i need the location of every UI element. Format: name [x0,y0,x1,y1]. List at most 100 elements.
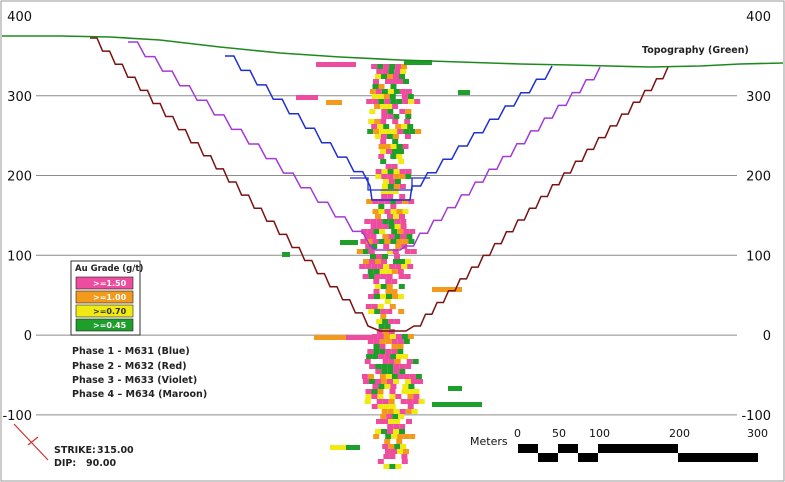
assay-block [408,384,415,389]
assay-block [394,179,401,184]
assay-block [394,254,400,259]
assay-block [396,199,403,204]
assay-block [390,84,397,89]
assay-block [458,90,470,95]
assay-block [389,404,396,409]
scale-segment-3 [558,444,578,453]
assay-block [396,354,403,359]
assay-block [396,144,403,149]
assay-block [398,414,405,419]
assay-block [373,279,380,284]
assay-block [388,359,395,364]
assay-block [418,399,425,404]
scale-tick-300: 300 [747,427,768,440]
assay-block [388,179,395,184]
assay-block [409,434,416,439]
assay-block [367,129,374,134]
assay-block [393,424,400,429]
assay-block [387,184,394,189]
assay-block [394,359,401,364]
assay-block [402,384,409,389]
assay-block [386,149,392,154]
assay-block [377,264,384,269]
assay-block [378,199,385,204]
assay-block [393,259,399,264]
assay-block [397,269,404,274]
assay-block [393,429,399,434]
assay-block [385,129,392,134]
assay-block [390,144,397,149]
assay-block [389,394,396,399]
assay-block [400,224,407,229]
assay-block [392,189,399,194]
assay-block [378,144,385,149]
assay-block [406,359,413,364]
assay-block [401,94,408,99]
assay-block [361,374,368,379]
assay-block [375,429,381,434]
assay-block [326,100,342,105]
assay-block [403,79,409,84]
assay-block [402,239,409,244]
assay-block [405,364,412,369]
assay-block [364,219,371,224]
assay-block [377,394,384,399]
assay-block [409,229,416,234]
assay-block [403,229,410,234]
assay-block [391,289,398,294]
assay-block [385,374,392,379]
assay-block [377,389,384,394]
assay-block [382,399,389,404]
y-tick-right-300: 300 [746,90,771,105]
assay-block [388,219,395,224]
assay-block [376,319,383,324]
assay-block [378,324,385,329]
assay-block [381,194,388,199]
assay-block [391,344,398,349]
assay-block [375,174,382,179]
assay-block [373,269,380,274]
assay-block [371,334,378,339]
assay-block [387,424,394,429]
assay-block [383,244,390,249]
assay-block [402,99,409,104]
assay-block [388,444,395,449]
scale-tick-100: 100 [589,427,610,440]
assay-block [377,64,384,69]
phase-1-label: Phase 1 - M631 (Blue) [72,346,190,357]
assay-block [399,429,405,434]
assay-block [374,284,381,289]
assay-block [364,359,371,364]
assay-block [412,359,419,364]
assay-block [356,249,363,254]
assay-block [397,434,404,439]
assay-block [403,434,410,439]
assay-block [383,334,390,339]
assay-block [376,254,382,259]
y-tick-left--100: -100 [2,409,32,424]
assay-block [395,334,402,339]
assay-block [404,119,411,124]
assay-block [413,394,420,399]
y-tick-left-100: 100 [7,249,32,264]
assay-block [407,264,414,269]
assay-block [400,399,407,404]
assay-block [393,369,400,374]
assay-block [396,209,403,214]
assay-block [376,219,383,224]
y-tick-left-400: 400 [7,10,32,25]
assay-block [371,124,378,129]
assay-block [368,294,374,299]
assay-block [386,309,393,314]
assay-block [375,214,381,219]
assay-block [384,439,391,444]
assay-block [387,89,394,94]
assay-block [371,394,378,399]
assay-block [399,259,405,264]
assay-block [378,204,385,209]
scale-tick-200: 200 [669,427,690,440]
assay-block [405,174,412,179]
assay-block [385,289,392,294]
phase-2-label: Phase 2 - M632 (Red) [72,361,187,372]
assay-block [365,244,372,249]
